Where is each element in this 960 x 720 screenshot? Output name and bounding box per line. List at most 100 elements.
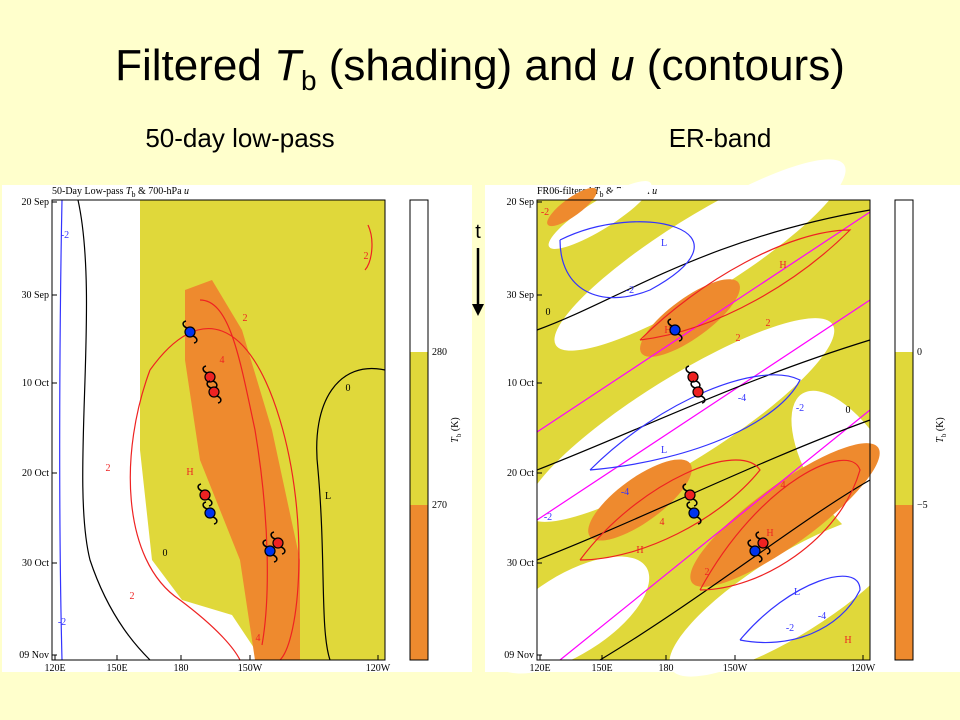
storm-marker — [184, 326, 196, 338]
storm-arm — [690, 380, 696, 389]
colorbar-label: 0 — [917, 347, 922, 358]
contour — [149, 328, 300, 661]
contour-label: 2 — [243, 313, 248, 324]
y-tick-label: 30 Sep — [507, 290, 535, 301]
plot-frame — [536, 199, 871, 661]
contour-label: 4 — [220, 355, 225, 366]
storm-arm — [696, 516, 702, 525]
contour — [536, 209, 871, 331]
header-part: u — [652, 186, 657, 197]
contour-label: H — [186, 467, 193, 478]
x-tick-label: 120W — [366, 663, 391, 674]
storm-marker — [669, 324, 681, 336]
storm-marker — [204, 371, 216, 383]
shading — [690, 443, 880, 587]
contour-label: -4 — [621, 487, 629, 498]
storm-arm — [280, 546, 286, 555]
contour-label: -2 — [786, 623, 794, 634]
contour-label: 2 — [364, 251, 369, 262]
shading — [554, 159, 846, 351]
colorbar-segment — [410, 352, 428, 505]
x-tick-label: 150W — [238, 663, 263, 674]
contour-label: -4 — [818, 611, 826, 622]
colorbar-title: Tb (K) — [450, 417, 463, 442]
storm-marker — [272, 537, 284, 549]
contour-label: 0 — [846, 405, 851, 416]
colorbar-segment — [895, 505, 913, 660]
y-tick-label: 09 Nov — [504, 650, 534, 661]
storm-arm — [677, 333, 683, 342]
storm-arm — [692, 498, 698, 507]
contour-label: L — [325, 491, 331, 502]
x-tick-label: 150E — [591, 663, 612, 674]
header-part: & 700-hPa — [135, 186, 184, 197]
y-tick-label: 20 Oct — [507, 468, 534, 479]
contour — [559, 409, 871, 661]
contour — [199, 299, 268, 646]
storm-arm — [686, 501, 692, 510]
contour-label: L — [661, 238, 667, 249]
contour-label: H — [766, 528, 773, 539]
contour-label: 2 — [766, 318, 771, 329]
contour — [699, 459, 861, 591]
storm-arm — [682, 483, 688, 492]
header-part: T — [126, 186, 133, 197]
contour-label: L — [794, 587, 800, 598]
x-tick-label: 120E — [44, 663, 65, 674]
colorbar-segment — [895, 352, 913, 505]
storm-marker — [688, 507, 700, 519]
colorbar-title-part: T — [450, 436, 461, 443]
contour — [316, 367, 386, 661]
contour — [599, 479, 871, 661]
storm-arm — [197, 483, 203, 492]
colorbar-segment — [410, 200, 428, 352]
colorbar-title-part: (K) — [450, 417, 461, 433]
contour — [536, 419, 871, 561]
contour-label: -2 — [544, 512, 552, 523]
contour-label: H — [636, 545, 643, 556]
storm-arm — [192, 335, 198, 344]
colorbar-title-part: T — [935, 436, 946, 443]
storm-arm — [272, 554, 278, 563]
y-tick-label: 10 Oct — [507, 378, 534, 389]
contour — [739, 575, 861, 644]
contour — [59, 199, 63, 661]
contour-label: 4 — [256, 633, 261, 644]
shading — [548, 181, 652, 249]
colorbar-frame — [409, 199, 429, 661]
storm-arm — [667, 318, 673, 327]
storm-arm — [207, 498, 213, 507]
storm-marker — [684, 489, 696, 501]
slide-title: Filtered Tb (shading) and u (contours) — [115, 41, 845, 96]
colorbar-label: 280 — [432, 347, 447, 358]
colorbar-title-part: b — [455, 433, 463, 437]
storm-arm — [270, 531, 276, 540]
colorbar-title: Tb (K) — [935, 417, 948, 442]
header-part: T — [594, 186, 601, 197]
contour-label: 0 — [346, 383, 351, 394]
colorbar-label: 270 — [432, 500, 447, 511]
shading — [525, 318, 835, 522]
storm-arm — [182, 320, 188, 329]
storm-marker — [199, 489, 211, 501]
contour-label: H — [664, 325, 671, 336]
contour — [77, 199, 151, 661]
contour — [536, 339, 871, 471]
contour-label: -4 — [738, 393, 746, 404]
colorbar-title-part: (K) — [935, 417, 946, 433]
storm-marker — [208, 386, 220, 398]
shading — [640, 279, 740, 357]
colorbar-segment — [895, 200, 913, 352]
x-tick-label: 150W — [723, 663, 748, 674]
header-part: b — [131, 190, 135, 199]
y-tick-label: 20 Oct — [22, 468, 49, 479]
contour-label: 2 — [106, 463, 111, 474]
colorbar-label: −5 — [917, 500, 928, 511]
x-tick-label: 180 — [174, 663, 189, 674]
contour-label: 0 — [546, 307, 551, 318]
colorbar-segment — [410, 505, 428, 660]
storm-arm — [212, 516, 218, 525]
contour-label: H — [779, 260, 786, 271]
storm-arm — [757, 554, 763, 563]
